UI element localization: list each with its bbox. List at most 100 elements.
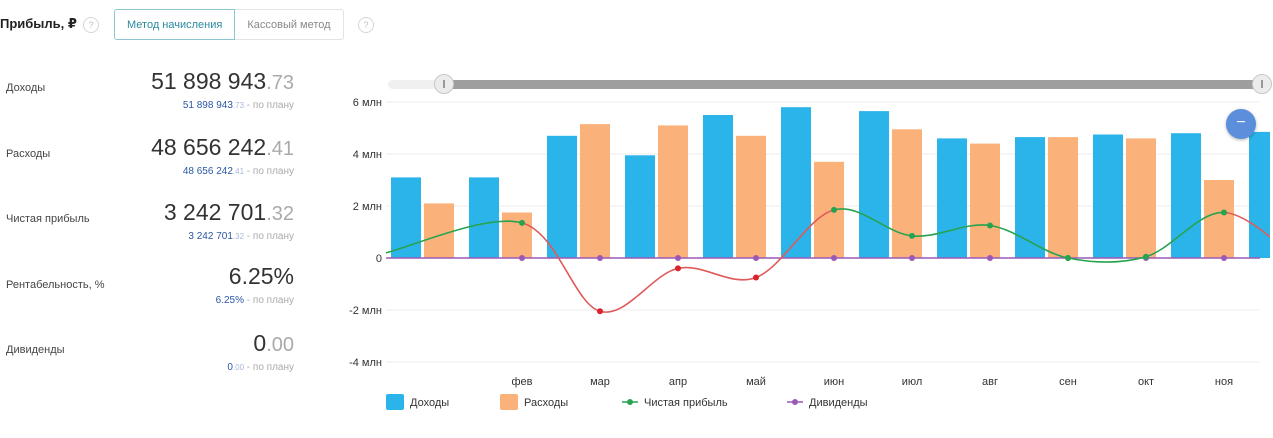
help-icon[interactable]: ? — [358, 17, 374, 33]
x-tick-label: сен — [1059, 376, 1077, 388]
metric-plan: 6.25% - по плану — [215, 295, 294, 306]
metric-label: Чистая прибыль — [6, 213, 90, 225]
bar-income — [1015, 137, 1045, 258]
metric-label: Рентабельность, % — [6, 279, 105, 291]
x-tick-label: май — [746, 376, 766, 388]
net-profit-point — [675, 265, 681, 272]
net-profit-point — [1143, 253, 1149, 260]
net-profit-point — [597, 308, 603, 315]
x-tick-label: окт — [1138, 376, 1154, 388]
dividends-point — [675, 255, 681, 261]
y-tick-label: 4 млн — [353, 149, 382, 161]
net-profit-line — [911, 224, 991, 237]
bar-income — [859, 111, 889, 258]
net-profit-line — [677, 266, 757, 281]
net-profit-line — [833, 208, 913, 237]
legend-label: Дивиденды — [809, 397, 868, 409]
range-slider-selection[interactable] — [444, 80, 1262, 89]
metric-plan: 48 656 242.41 - по плану — [182, 166, 294, 177]
help-icon[interactable]: ? — [83, 17, 99, 33]
legend-point — [627, 399, 633, 405]
metric-profitability: Рентабельность, % 6.25% 6.25% - по плану — [0, 263, 300, 323]
bar-expenses — [1204, 180, 1234, 258]
metric-value: 51 898 943.73 — [151, 68, 294, 94]
net-profit-line — [521, 222, 601, 313]
net-profit-point — [1221, 209, 1227, 216]
x-tick-label: фев — [511, 376, 532, 388]
y-tick-label: 0 — [376, 253, 382, 265]
tab-accrual-method[interactable]: Метод начисления — [114, 9, 236, 40]
metric-income: Доходы 51 898 943.73 51 898 943.73 - по … — [0, 68, 300, 128]
net-profit-line — [989, 224, 1069, 259]
metric-expenses: Расходы 48 656 242.41 48 656 242.41 - по… — [0, 134, 300, 194]
bar-expenses — [580, 124, 610, 258]
y-tick-label: 2 млн — [353, 201, 382, 213]
net-profit-point — [753, 274, 759, 281]
x-tick-label: июн — [824, 376, 844, 388]
x-tick-label: авг — [982, 376, 998, 388]
x-tick-label: ноя — [1215, 376, 1233, 388]
net-profit-line — [1145, 211, 1225, 258]
bar-income — [703, 115, 733, 258]
metric-label: Доходы — [6, 82, 46, 94]
bar-income — [469, 177, 499, 258]
method-tabs: Метод начисления Кассовый метод — [114, 9, 344, 40]
y-tick-label: -4 млн — [349, 357, 382, 369]
net-profit-line — [1223, 211, 1270, 238]
legend-swatch — [500, 394, 518, 410]
bar-expenses — [1126, 138, 1156, 258]
x-tick-label: мар — [590, 376, 610, 388]
bar-expenses — [970, 143, 1000, 258]
range-slider-right-handle[interactable] — [1252, 74, 1272, 94]
metric-value: 0.00 — [253, 330, 294, 356]
tab-cash-method[interactable]: Кассовый метод — [235, 9, 344, 40]
dividends-point — [987, 255, 993, 261]
bar-income — [391, 177, 421, 258]
net-profit-point — [987, 222, 993, 229]
bar-income — [1171, 133, 1201, 258]
dividends-point — [519, 255, 525, 261]
x-tick-label: июл — [902, 376, 923, 388]
dividends-point — [831, 255, 837, 261]
legend-label: Расходы — [524, 397, 568, 409]
net-profit-point — [519, 219, 525, 226]
bar-expenses — [658, 125, 688, 259]
bar-income — [1093, 134, 1123, 258]
metric-net-profit: Чистая прибыль 3 242 701.32 3 242 701.32… — [0, 199, 300, 259]
legend-label: Доходы — [410, 397, 449, 409]
bar-income — [547, 135, 577, 258]
bar-income — [781, 107, 811, 258]
page-title: Прибыль, ₽ — [0, 16, 77, 31]
metric-label: Расходы — [6, 148, 51, 160]
net-profit-line — [599, 267, 679, 313]
metric-plan: 51 898 943.73 - по плану — [182, 100, 294, 111]
metric-label: Дивиденды — [6, 344, 65, 356]
net-profit-line — [1067, 255, 1147, 263]
metric-value: 6.25% — [228, 263, 294, 289]
net-profit-line — [755, 209, 835, 279]
bar-expenses — [502, 212, 532, 258]
x-tick-label: апр — [669, 376, 687, 388]
bar-income — [625, 155, 655, 258]
bar-expenses — [1048, 137, 1078, 258]
y-tick-label: -2 млн — [349, 305, 382, 317]
dividends-point — [1221, 255, 1227, 261]
dividends-point — [753, 255, 759, 261]
net-profit-line — [385, 220, 523, 254]
bar-expenses — [424, 203, 454, 258]
zoom-out-button[interactable]: − — [1226, 109, 1256, 139]
dividends-point — [909, 255, 915, 261]
y-tick-label: 6 млн — [353, 97, 382, 109]
metric-value: 48 656 242.41 — [151, 134, 294, 160]
net-profit-point — [1065, 255, 1071, 261]
bar-expenses — [814, 161, 844, 258]
range-slider-left-handle[interactable] — [434, 74, 454, 94]
metric-plan: 3 242 701.32 - по плану — [188, 231, 294, 242]
legend-label: Чистая прибыль — [644, 397, 728, 409]
metric-plan: 0.00 - по плану — [227, 362, 294, 373]
net-profit-point — [831, 206, 837, 213]
legend-swatch — [386, 394, 404, 410]
profit-chart: 6 млн 4 млн 2 млн 0 -2 млн -4 млн фев мар апр май… — [349, 97, 1270, 410]
metric-dividends: Дивиденды 0.00 0.00 - по плану — [0, 330, 300, 390]
metric-value: 3 242 701.32 — [163, 199, 294, 225]
